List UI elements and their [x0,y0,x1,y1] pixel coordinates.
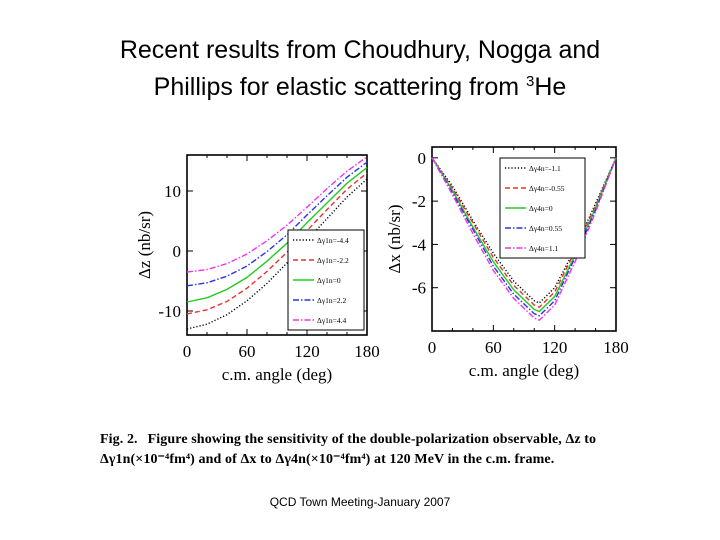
x-tick-label: 180 [354,342,380,361]
chart-panel-1: 0 60 120 180 -10 0 10 c.m. angle (deg) Δz (nb/sr… [135,154,380,384]
y-tick-label: -4 [412,235,427,254]
legend-label: Δγ4n=0 [529,204,553,213]
x-tick-label: 120 [542,338,568,357]
x-tick-label: 120 [294,342,320,361]
legend-label: Δγ4n=1.1 [529,244,558,253]
legend-label: Δγ1n=4.4 [317,316,346,325]
slide-footer: QCD Town Meeting-January 2007 [269,495,451,509]
x-axis-label: c.m. angle (deg) [469,361,579,380]
figure-caption: Fig. 2. Figure showing the sensitivity of… [100,430,680,470]
caption-text-1: Figure showing the sensitivity of the do… [147,432,597,447]
title-line-2-text: Phillips for elastic scattering from [153,73,527,101]
figure-panels: 0 60 120 180 -10 0 10 c.m. angle (deg) Δz (nb/sr… [135,146,629,384]
legend-label: Δγ1n=-2.2 [317,256,349,265]
caption-figno: Fig. 2. [100,432,138,447]
x-tick-label: 0 [183,342,192,361]
slide-title: Recent results from Choudhury, Nogga and… [0,34,720,103]
chart-panel-2: 0 60 120 180 -6 -4 -2 0 c.m. angle (deg) Δx (nb/s… [385,146,629,380]
x-axis-label: c.m. angle (deg) [222,365,332,384]
title-line-2: Phillips for elastic scattering from 3He [0,66,720,103]
series-line-4 [186,161,368,287]
y-tick-label: -10 [158,302,181,321]
legend-label: Δγ1n=2.2 [317,296,346,305]
y-axis-label: Δz (nb/sr) [135,211,154,279]
y-tick-label: 0 [173,242,182,261]
x-tick-label: 0 [428,338,437,357]
legend-label: Δγ1n=0 [317,276,341,285]
x-tick-label: 180 [603,338,629,357]
legend-label: Δγ4n=-1.1 [529,164,561,173]
x-tick-label: 60 [485,338,502,357]
series-line-1 [431,157,617,304]
caption-line-2: Δγ1n(×10⁻⁴fm⁴) and of Δx to Δγ4n(×10⁻⁴fm… [100,452,555,467]
plot-frame [186,154,368,336]
y-axis-label: Δx (nb/sr) [385,204,404,273]
y-tick-label: 0 [418,149,427,168]
series-line-2 [431,157,617,309]
title-superscript: 3 [526,73,535,90]
legend-label: Δγ4n=-0.55 [529,184,565,193]
legend: Δγ4n=-1.1 Δγ4n=-0.55 Δγ4n=0 Δγ4n=0.55 Δγ4n=1… [499,157,586,259]
legend: Δγ1n=-4.4 Δγ1n=-2.2 Δγ1n=0 Δγ1n=2.2 Δγ1n=4.4 [287,229,365,331]
legend-label: Δγ1n=-4.4 [317,236,349,245]
title-line-2-end: He [534,73,567,101]
y-tick-label: 10 [164,182,181,201]
plot-frame [431,146,617,332]
y-tick-label: -6 [412,279,426,298]
x-tick-label: 60 [239,342,256,361]
caption-line-1: Fig. 2. Figure showing the sensitivity of… [100,430,680,450]
legend-label: Δγ4n=0.55 [529,224,562,233]
series-line-2 [186,172,368,315]
y-tick-label: -2 [412,192,426,211]
title-line-1: Recent results from Choudhury, Nogga and [119,36,601,64]
series-line-3 [186,167,368,303]
